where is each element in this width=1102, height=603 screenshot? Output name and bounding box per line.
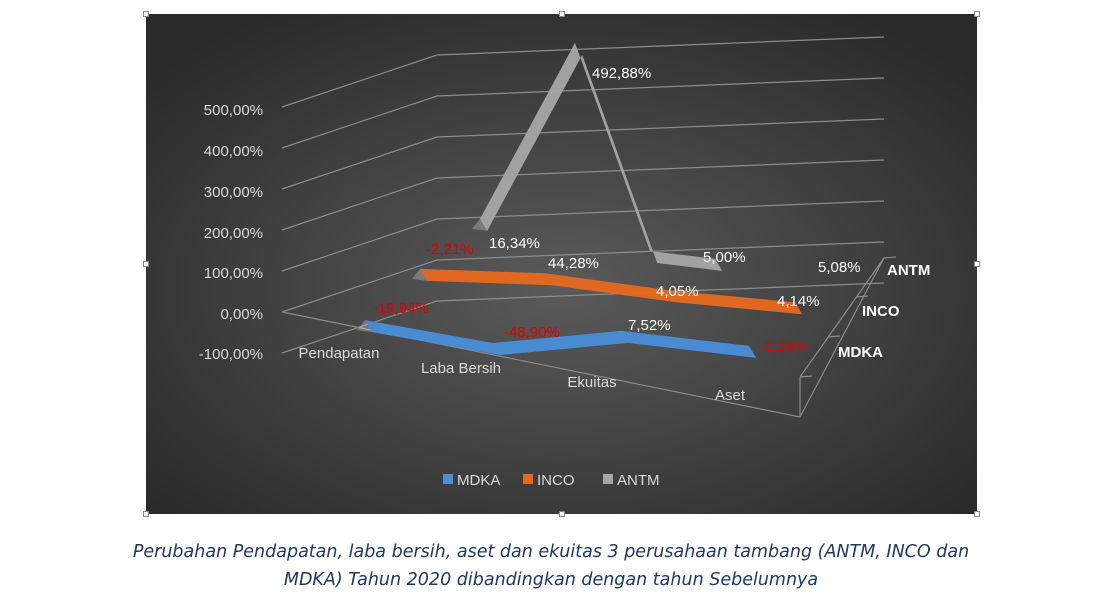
gridline-0 xyxy=(281,241,885,313)
gridline-300 xyxy=(281,118,885,190)
y-tick-label: 400,00% xyxy=(204,143,263,160)
chart-frame[interactable]: 500,00% 400,00% 300,00% 200,00% 100,00% 0,00%… xyxy=(146,14,977,514)
legend-label: ANTM xyxy=(617,472,660,489)
gridline-100 xyxy=(281,200,885,272)
series-ribbon-end-inco xyxy=(412,268,428,281)
data-label-inco: 16,34% xyxy=(489,235,540,252)
gridline-400 xyxy=(281,77,885,149)
depth-series-label: MDKA xyxy=(838,344,883,361)
selection-handle-middle-right[interactable] xyxy=(974,261,980,267)
selection-handle-bottom-center[interactable] xyxy=(559,511,565,517)
category-label: Pendapatan xyxy=(299,345,380,362)
selection-handle-bottom-right[interactable] xyxy=(974,511,980,517)
category-label: Laba Bersih xyxy=(421,360,501,377)
depth-tick-2 xyxy=(855,295,869,298)
data-label-mdka: -19,94% xyxy=(373,300,429,317)
figure-caption: Perubahan Pendapatan, laba bersih, aset … xyxy=(0,538,1102,594)
series-ribbon-end-mdka xyxy=(357,320,373,333)
y-tick-label: -100,00% xyxy=(199,346,263,363)
data-label-antm: 5,00% xyxy=(703,249,746,266)
depth-axis-line xyxy=(799,257,885,378)
legend-swatch-mdka xyxy=(443,474,453,484)
depth-tick-0 xyxy=(799,375,813,378)
y-tick-label: 200,00% xyxy=(204,225,263,242)
y-tick-label: 100,00% xyxy=(204,265,263,282)
y-tick-label: 300,00% xyxy=(204,184,263,201)
gridline--100 xyxy=(281,282,885,354)
selection-handle-top-left[interactable] xyxy=(143,11,149,17)
selection-handle-top-center[interactable] xyxy=(559,11,565,17)
data-label-mdka: -2,28% xyxy=(760,338,808,355)
depth-tick-1 xyxy=(827,335,841,338)
y-tick-label: 0,00% xyxy=(220,306,263,323)
data-label-inco: 4,05% xyxy=(656,283,699,300)
chart-svg: 500,00% 400,00% 300,00% 200,00% 100,00% 0,00%… xyxy=(146,14,977,514)
legend-label: INCO xyxy=(537,472,575,489)
y-tick-label: 500,00% xyxy=(204,102,263,119)
legend-label: MDKA xyxy=(457,472,500,489)
chart-background xyxy=(146,14,977,514)
gridline-500 xyxy=(281,36,885,108)
selection-handle-middle-left[interactable] xyxy=(143,261,149,267)
legend-swatch-antm xyxy=(603,474,613,484)
selection-handle-bottom-left[interactable] xyxy=(143,511,149,517)
data-label-inco: 4,14% xyxy=(777,293,820,310)
category-label: Ekuitas xyxy=(567,374,616,391)
data-label-mdka: 7,52% xyxy=(628,317,671,334)
data-label-mdka: -48,90% xyxy=(504,324,560,341)
gridline-200 xyxy=(281,159,885,231)
selection-handle-top-right[interactable] xyxy=(974,11,980,17)
series-ribbon-inco xyxy=(420,268,803,315)
depth-series-label: ANTM xyxy=(887,262,930,279)
series-ribbon-mdka xyxy=(365,320,757,358)
data-label-inco: -2,21% xyxy=(426,241,474,258)
caption-line-2: MDKA) Tahun 2020 dibandingkan dengan tah… xyxy=(283,570,819,590)
data-label-antm: 44,28% xyxy=(548,255,599,272)
depth-series-label: INCO xyxy=(862,303,900,320)
data-label-antm: 492,88% xyxy=(592,65,651,82)
category-label: Aset xyxy=(715,387,746,404)
depth-tick-3 xyxy=(883,256,897,259)
data-label-antm: 5,08% xyxy=(818,259,861,276)
series-ribbon-end-antm xyxy=(472,218,488,231)
legend-swatch-inco xyxy=(523,474,533,484)
caption-line-1: Perubahan Pendapatan, laba bersih, aset … xyxy=(132,542,970,562)
